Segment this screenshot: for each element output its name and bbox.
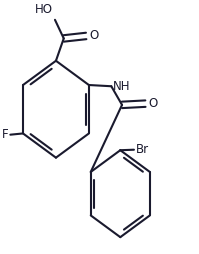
Text: Br: Br [136,143,149,156]
Text: F: F [2,128,8,141]
Text: HO: HO [35,3,53,16]
Text: O: O [148,97,158,110]
Text: O: O [89,29,98,42]
Text: NH: NH [113,80,130,93]
